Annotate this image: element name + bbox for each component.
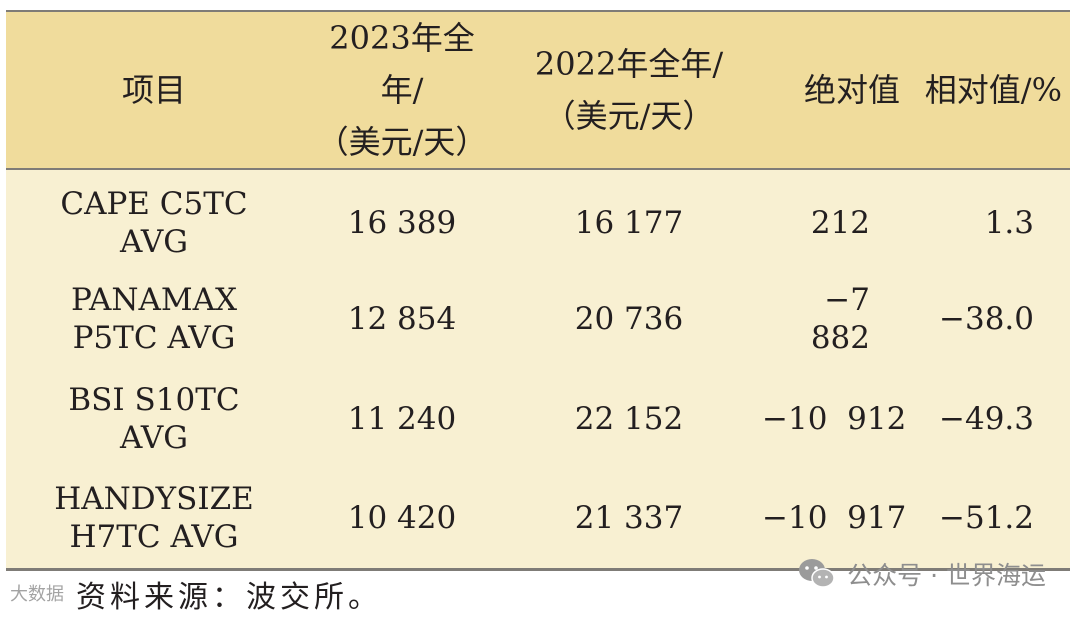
header-2023: 2023年全年/ （美元/天）: [302, 11, 502, 169]
source-note: 资料来源：波交所。: [76, 580, 382, 615]
table-row: PANAMAX P5TC AVG 12 854 20 736 −7 882 −3…: [6, 269, 1070, 369]
cell-absolute: 212: [810, 204, 870, 241]
row-name-line1: CAPE C5TC: [60, 185, 248, 222]
header-2022-line1: 2022年全年/: [534, 45, 724, 83]
header-item-label: 项目: [121, 71, 186, 109]
row-name: PANAMAX P5TC AVG: [6, 269, 302, 369]
header-relative-label: 相对值/%: [924, 71, 1062, 109]
cell-relative: −51.2: [939, 500, 1034, 537]
row-name-line1: HANDYSIZE: [54, 481, 254, 518]
row-name-line1: BSI S10TC: [68, 382, 240, 418]
cell-relative: −38.0: [939, 301, 1034, 337]
row-name: BSI S10TC AVG: [6, 369, 302, 469]
wechat-icon: [799, 559, 835, 588]
cell-2023: 16 389: [347, 204, 457, 241]
table-header-row: 项目 2023年全年/ （美元/天） 2022年全年/ （美元/天） 绝对值 相…: [6, 11, 1070, 169]
header-2023-line2: （美元/天）: [316, 123, 488, 161]
row-name: CAPE C5TC AVG: [6, 169, 302, 269]
watermark-left: 大数据: [10, 580, 64, 606]
header-absolute-label: 绝对值: [803, 71, 900, 109]
watermark-text-right: 公众号 · 世界海运: [847, 561, 1046, 590]
row-name-line2: P5TC AVG: [72, 320, 236, 356]
cell-absolute: −10 912: [762, 401, 907, 437]
watermark-text-left: 大数据: [10, 584, 64, 605]
row-name: HANDYSIZE H7TC AVG: [6, 469, 302, 569]
row-name-line2: AVG: [120, 420, 188, 456]
row-name-line2: AVG: [120, 223, 188, 260]
table-row: CAPE C5TC AVG 16 389 16 177 212 1.3: [6, 169, 1070, 269]
header-2022: 2022年全年/ （美元/天）: [502, 11, 756, 169]
freight-rate-table: 项目 2023年全年/ （美元/天） 2022年全年/ （美元/天） 绝对值 相…: [6, 10, 1070, 571]
table-row: BSI S10TC AVG 11 240 22 152 −10 912 −49.…: [6, 369, 1070, 469]
header-absolute: 绝对值: [756, 11, 906, 169]
cell-2023: 11 240: [347, 401, 457, 437]
header-2023-line1: 2023年全年/: [329, 19, 475, 109]
cell-relative: 1.3: [984, 204, 1034, 241]
cell-2022: 20 736: [574, 301, 684, 337]
cell-2022: 21 337: [574, 500, 684, 537]
header-item: 项目: [6, 11, 302, 169]
header-2022-line2: （美元/天）: [543, 97, 715, 135]
watermark-right: 公众号 · 世界海运: [797, 556, 1046, 592]
cell-2023: 12 854: [347, 301, 457, 337]
table-row: HANDYSIZE H7TC AVG 10 420 21 337 −10 917…: [6, 469, 1070, 569]
cell-2022: 16 177: [574, 204, 684, 241]
cell-2022: 22 152: [574, 401, 684, 437]
cell-relative: −49.3: [939, 401, 1034, 437]
header-relative: 相对值/%: [906, 11, 1070, 169]
cell-absolute: −10 917: [762, 500, 907, 537]
row-name-line2: H7TC AVG: [69, 519, 239, 556]
row-name-line1: PANAMAX: [70, 282, 238, 318]
cell-absolute: −7 882: [810, 282, 870, 356]
cell-2023: 10 420: [347, 500, 457, 537]
